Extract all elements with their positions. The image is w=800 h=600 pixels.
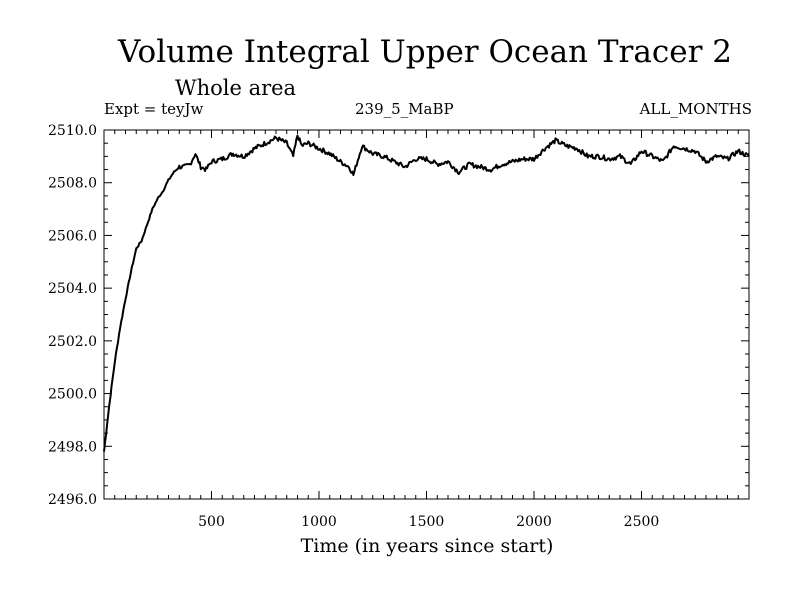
y-tick-label: 2496.0	[48, 492, 97, 508]
period-label: 239_5_MaBP	[355, 100, 454, 118]
y-tick-label: 2508.0	[48, 176, 97, 192]
x-axis-label: Time (in years since start)	[301, 535, 554, 557]
experiment-label: Expt = teyJw	[104, 100, 204, 118]
plot-frame	[103, 129, 750, 500]
x-tick-label: 2000	[516, 514, 552, 530]
x-tick-label: 2500	[624, 514, 660, 530]
x-tick-label: 1500	[409, 514, 445, 530]
axis-ticks	[104, 130, 749, 499]
x-tick-label: 500	[198, 514, 225, 530]
chart-title: Volume Integral Upper Ocean Tracer 2	[118, 34, 732, 70]
y-tick-label: 2502.0	[48, 334, 97, 350]
months-label: ALL_MONTHS	[639, 100, 752, 118]
y-tick-label: 2506.0	[48, 228, 97, 244]
series-line	[103, 134, 750, 452]
y-tick-label: 2504.0	[48, 281, 97, 297]
y-tick-label: 2500.0	[48, 387, 97, 403]
tick-labels: 500 1000 1500 2000 2500 2496.0 2498.0 2500.0 250…	[48, 123, 659, 530]
x-tick-label: 1000	[301, 514, 337, 530]
y-tick-label: 2510.0	[48, 123, 97, 139]
chart-subtitle: Whole area	[175, 76, 297, 100]
y-tick-label: 2498.0	[48, 439, 97, 455]
